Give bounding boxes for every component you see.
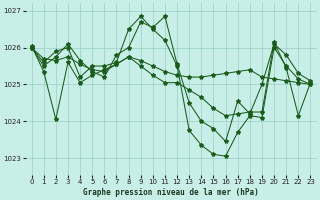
X-axis label: Graphe pression niveau de la mer (hPa): Graphe pression niveau de la mer (hPa) <box>83 188 259 197</box>
